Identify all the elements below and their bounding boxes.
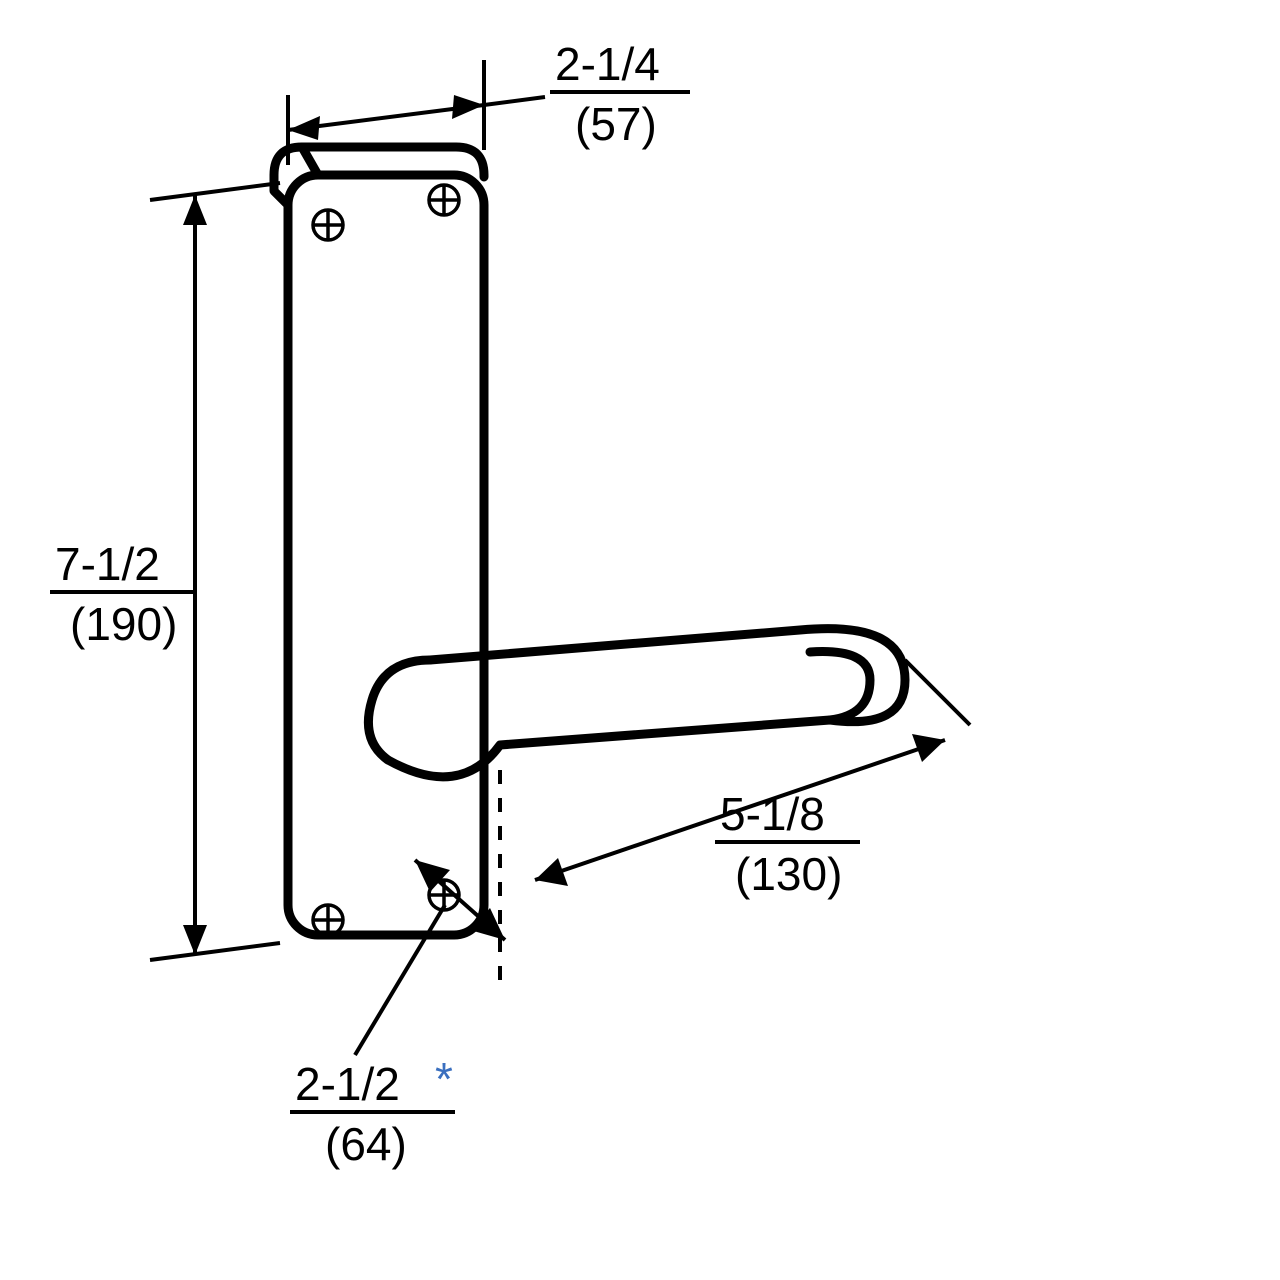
dim-height: 7-1/2 (190) bbox=[50, 183, 280, 960]
dim-width-imperial: 2-1/4 bbox=[555, 38, 660, 90]
dim-height-imperial: 7-1/2 bbox=[55, 538, 160, 590]
dim-proj-metric: (64) bbox=[325, 1118, 407, 1170]
dim-proj-note: * bbox=[435, 1053, 453, 1105]
screw-bot-left bbox=[313, 905, 343, 935]
escutcheon-plate bbox=[274, 147, 484, 935]
dim-height-metric: (190) bbox=[70, 598, 177, 650]
dim-proj-imperial: 2-1/2 bbox=[295, 1058, 400, 1110]
dim-lever-metric: (130) bbox=[735, 848, 842, 900]
dim-width-metric: (57) bbox=[575, 98, 657, 150]
screw-top-right bbox=[429, 185, 459, 215]
dim-lever-imperial: 5-1/8 bbox=[720, 788, 825, 840]
lever-handle bbox=[368, 629, 905, 777]
screw-top-left bbox=[313, 210, 343, 240]
dimension-diagram: 2-1/4 (57) 7-1/2 (190) 5-1/8 (130) 2-1/2… bbox=[0, 0, 1280, 1280]
